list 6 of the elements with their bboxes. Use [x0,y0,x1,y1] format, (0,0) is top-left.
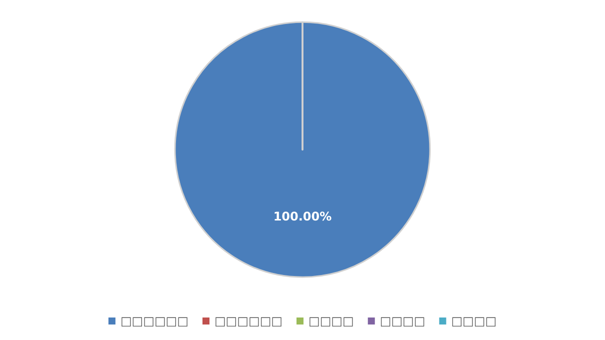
legend-label: □□□□ [451,314,497,328]
legend-label: □□□□□□ [214,314,283,328]
legend-label: □□□□ [380,314,426,328]
legend-label: □□□□ [308,314,354,328]
data-label: 100.00% [273,209,332,224]
legend-label: □□□□□□ [120,314,188,328]
